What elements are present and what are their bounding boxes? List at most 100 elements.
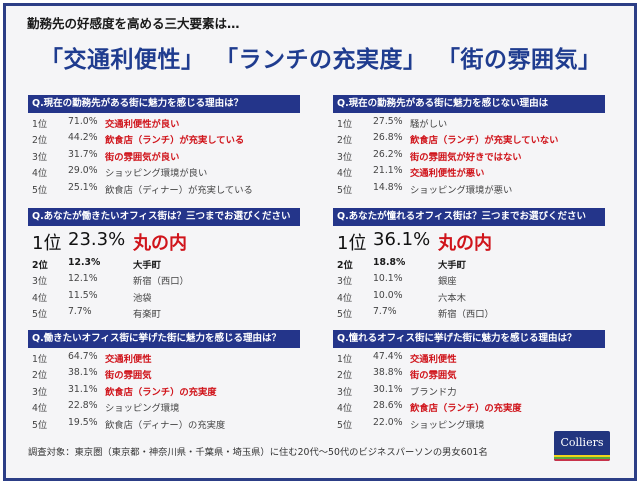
rank: 2位 (32, 135, 48, 147)
headline-item: 「交通利便性」 (40, 47, 205, 73)
survey-panel: Q.あなたが憧れるオフィス街は？三つまでお選びください 1位 36.1% 丸の内 2位 1… (333, 208, 605, 320)
percentage: 44.2% (68, 132, 98, 144)
rank: 3位 (337, 386, 353, 398)
question-header: Q.あなたが働きたいオフィス街は？三つまでお選びください (28, 208, 300, 226)
answer-label: 騒がしい (410, 119, 448, 130)
answer-label: 交通利便性が悪い (410, 168, 485, 180)
answer-label: ブランド力 (410, 386, 457, 398)
logo-wordmark: Colliers (560, 436, 604, 449)
rank: 1位 (337, 233, 367, 254)
rank: 1位 (32, 119, 48, 130)
survey-panel: Q.現在の勤務先がある街に魅力を感じる理由は？ 1位 71.0% 交通利便性が良い 2位… (28, 95, 300, 196)
rank: 4位 (337, 168, 353, 180)
answer-label: 街の雰囲気が好きではない (410, 151, 522, 163)
answer-label: 街の雰囲気 (410, 370, 457, 382)
percentage: 11.5% (68, 289, 98, 301)
logo-stripe (554, 459, 610, 461)
headline: 「交通利便性」 「ランチの充実度」 「街の雰囲気」 (40, 40, 624, 74)
answer-label: 飲食店（ランチ）が充実していない (410, 135, 559, 147)
percentage: 21.1% (373, 165, 403, 177)
answer-label: 大手町 (438, 260, 466, 271)
rank: 2位 (337, 260, 353, 271)
ranking-row: 5位 25.1% 飲食店（ディナー）が充実している (28, 179, 300, 196)
ranking-row: 5位 14.8% ショッピング環境が悪い (333, 179, 605, 196)
ranking-row: 3位 12.1% 新宿（西口） (28, 270, 300, 288)
infographic-card (3, 3, 637, 481)
ranking-row: 2位 38.1% 街の雰囲気 (28, 364, 300, 382)
ranking-row: 5位 7.7% 有楽町 (28, 303, 300, 321)
rank: 5位 (32, 419, 48, 431)
answer-label: 飲食店（ランチ）が充実している (105, 135, 245, 147)
percentage: 7.7% (373, 306, 397, 318)
rank: 4位 (337, 403, 353, 415)
rank: 5位 (337, 309, 353, 321)
ranking-row: 2位 18.8% 大手町 (333, 254, 605, 271)
ranking-row: 1位 36.1% 丸の内 (333, 228, 605, 254)
rank: 1位 (32, 233, 62, 254)
survey-panel: Q.働きたいオフィス街に挙げた街に魅力を感じる理由は？ 1位 64.7% 交通利便性 2… (28, 330, 300, 431)
rank: 3位 (32, 386, 48, 398)
percentage: 14.8% (373, 181, 403, 193)
answer-label: 交通利便性 (410, 354, 457, 365)
question-header: Q.あなたが憧れるオフィス街は？三つまでお選びください (333, 208, 605, 226)
rank: 2位 (337, 370, 353, 382)
percentage: 19.5% (68, 416, 98, 428)
rank: 3位 (32, 151, 48, 163)
answer-label: 交通利便性 (105, 354, 152, 365)
answer-label: 有楽町 (133, 309, 161, 321)
percentage: 26.2% (373, 148, 403, 160)
rank: 2位 (32, 370, 48, 382)
rank: 2位 (32, 260, 48, 271)
question-header: Q.現在の勤務先がある街に魅力を感じない理由は (333, 95, 605, 113)
percentage: 27.5% (373, 116, 403, 127)
answer-label: 丸の内 (133, 233, 187, 254)
rank: 5位 (32, 184, 48, 196)
percentage: 10.1% (373, 273, 403, 285)
ranking-row: 2位 26.8% 飲食店（ランチ）が充実していない (333, 129, 605, 147)
percentage: 31.7% (68, 148, 98, 160)
percentage: 18.8% (373, 257, 406, 268)
ranking-row: 3位 26.2% 街の雰囲気が好きではない (333, 146, 605, 163)
answer-label: 街の雰囲気 (105, 370, 152, 382)
ranking-row: 2位 12.3% 大手町 (28, 254, 300, 271)
percentage: 38.1% (68, 367, 98, 379)
headline-item: 「街の雰囲気」 (448, 47, 602, 73)
rank: 5位 (32, 309, 48, 321)
ranking-row: 1位 27.5% 騒がしい (333, 113, 605, 130)
percentage: 25.1% (68, 181, 98, 193)
question-header: Q.現在の勤務先がある街に魅力を感じる理由は？ (28, 95, 300, 113)
rank: 4位 (32, 403, 48, 415)
rank: 3位 (337, 151, 353, 163)
ranking-row: 4位 28.6% 飲食店（ランチ）の充実度 (333, 397, 605, 415)
kicker-text: 勤務先の好感度を高める三大要素は… (27, 16, 240, 31)
percentage: 38.8% (373, 367, 403, 379)
percentage: 12.3% (68, 257, 101, 268)
rank: 3位 (32, 276, 48, 288)
percentage: 7.7% (68, 306, 92, 318)
percentage: 10.0% (373, 289, 403, 301)
answer-label: 池袋 (133, 292, 152, 304)
answer-label: ショッピング環境 (410, 419, 485, 431)
percentage: 29.0% (68, 165, 98, 177)
answer-label: 飲食店（ランチ）の充実度 (410, 403, 522, 415)
rank: 3位 (337, 276, 353, 288)
percentage: 12.1% (68, 273, 98, 285)
ranking-row: 1位 47.4% 交通利便性 (333, 348, 605, 365)
question-header: Q.憧れるオフィス街に挙げた街に魅力を感じる理由は？ (333, 330, 605, 348)
answer-label: 新宿（西口） (438, 309, 494, 321)
ranking-row: 4位 29.0% ショッピング環境が良い (28, 162, 300, 179)
answer-label: 飲食店（ディナー）の充実度 (105, 419, 226, 431)
percentage: 36.1% (373, 229, 431, 250)
question-header: Q.働きたいオフィス街に挙げた街に魅力を感じる理由は？ (28, 330, 300, 348)
ranking-row: 5位 19.5% 飲食店（ディナー）の充実度 (28, 414, 300, 431)
ranking-row: 4位 22.8% ショッピング環境 (28, 397, 300, 415)
percentage: 23.3% (68, 229, 126, 250)
colliers-logo: Colliers (554, 431, 610, 461)
percentage: 22.8% (68, 400, 98, 412)
ranking-row: 3位 31.7% 街の雰囲気が良い (28, 146, 300, 163)
answer-label: 飲食店（ランチ）の充実度 (105, 386, 217, 398)
answer-label: 飲食店（ディナー）が充実している (105, 184, 253, 196)
answer-label: 大手町 (133, 260, 161, 271)
percentage: 31.1% (68, 383, 98, 395)
ranking-row: 1位 71.0% 交通利便性が良い (28, 113, 300, 130)
